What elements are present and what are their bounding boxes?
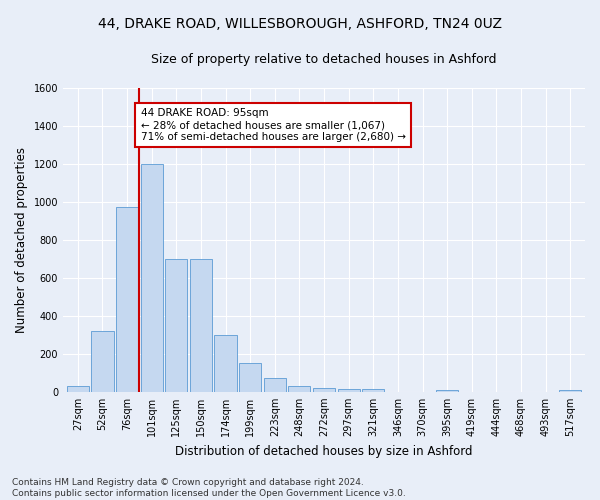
Bar [165, 258, 187, 392]
Bar [140, 164, 163, 392]
Bar [214, 334, 236, 392]
Bar [313, 388, 335, 392]
Bar [338, 389, 360, 392]
Bar [436, 390, 458, 392]
Bar [264, 378, 286, 392]
Bar [289, 386, 310, 392]
Text: 44, DRAKE ROAD, WILLESBOROUGH, ASHFORD, TN24 0UZ: 44, DRAKE ROAD, WILLESBOROUGH, ASHFORD, … [98, 18, 502, 32]
Bar [190, 258, 212, 392]
Y-axis label: Number of detached properties: Number of detached properties [15, 146, 28, 332]
Bar [239, 364, 261, 392]
Bar [362, 389, 385, 392]
Bar [116, 208, 138, 392]
Text: Contains HM Land Registry data © Crown copyright and database right 2024.
Contai: Contains HM Land Registry data © Crown c… [12, 478, 406, 498]
Bar [559, 390, 581, 392]
Title: Size of property relative to detached houses in Ashford: Size of property relative to detached ho… [151, 52, 497, 66]
Text: 44 DRAKE ROAD: 95sqm
← 28% of detached houses are smaller (1,067)
71% of semi-de: 44 DRAKE ROAD: 95sqm ← 28% of detached h… [140, 108, 406, 142]
Bar [91, 331, 113, 392]
Bar [67, 386, 89, 392]
X-axis label: Distribution of detached houses by size in Ashford: Distribution of detached houses by size … [175, 444, 473, 458]
